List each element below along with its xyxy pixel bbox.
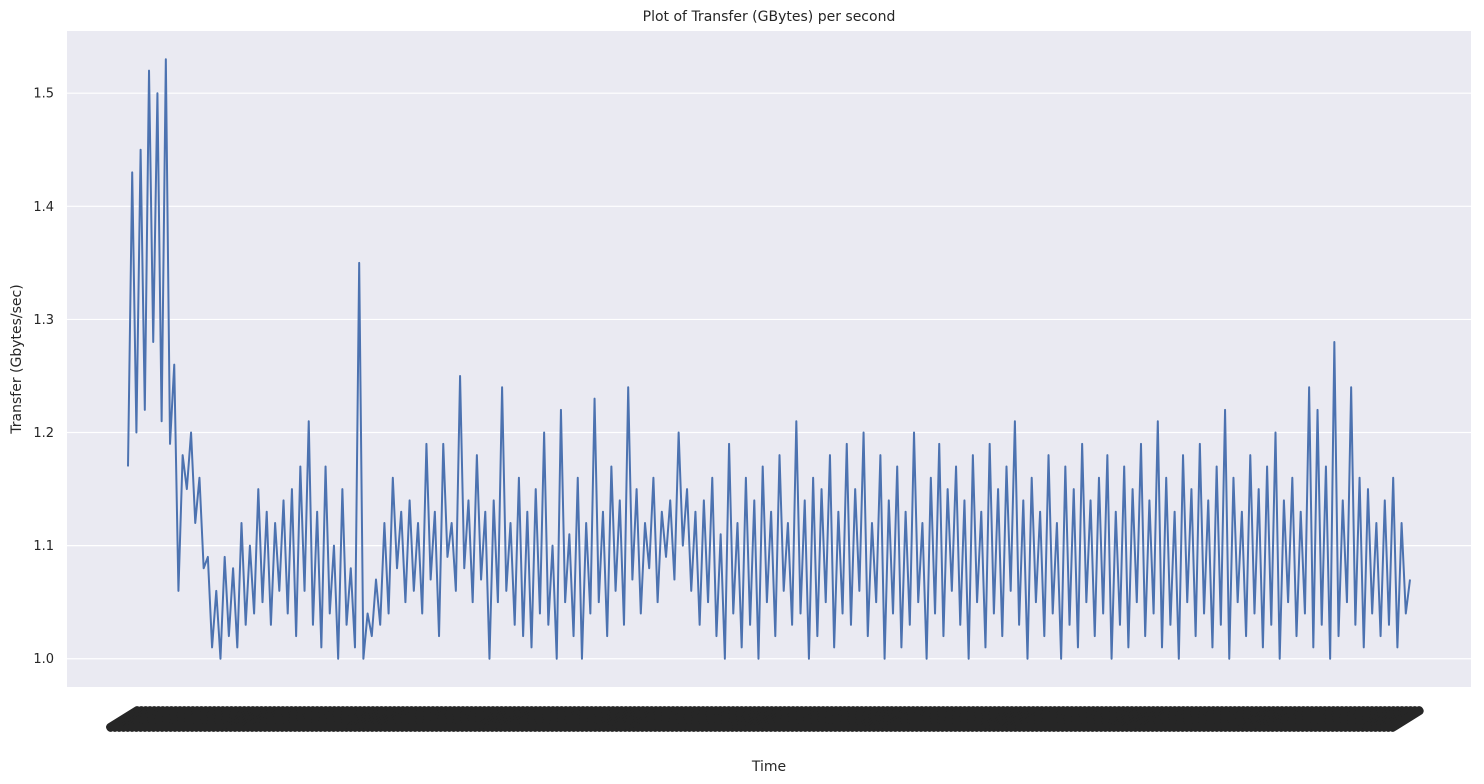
x-axis-label: Time [751, 759, 786, 775]
x-tick-labels [106, 706, 1424, 732]
y-tick-label: 1.1 [33, 539, 54, 554]
y-tick-label: 1.2 [33, 426, 54, 441]
x-tick-label [1388, 706, 1424, 732]
chart-title: Plot of Transfer (GBytes) per second [643, 9, 896, 25]
y-tick-label: 1.0 [33, 652, 54, 667]
y-tick-label: 1.4 [33, 200, 54, 215]
y-tick-label: 1.5 [33, 87, 54, 102]
y-tick-labels: 1.0 1.1 1.2 1.3 1.4 1.5 [33, 87, 54, 668]
y-tick-label: 1.3 [33, 313, 54, 328]
series-line [127, 58, 1411, 660]
y-axis-label: Transfer (Gbytes/sec) [9, 284, 25, 434]
